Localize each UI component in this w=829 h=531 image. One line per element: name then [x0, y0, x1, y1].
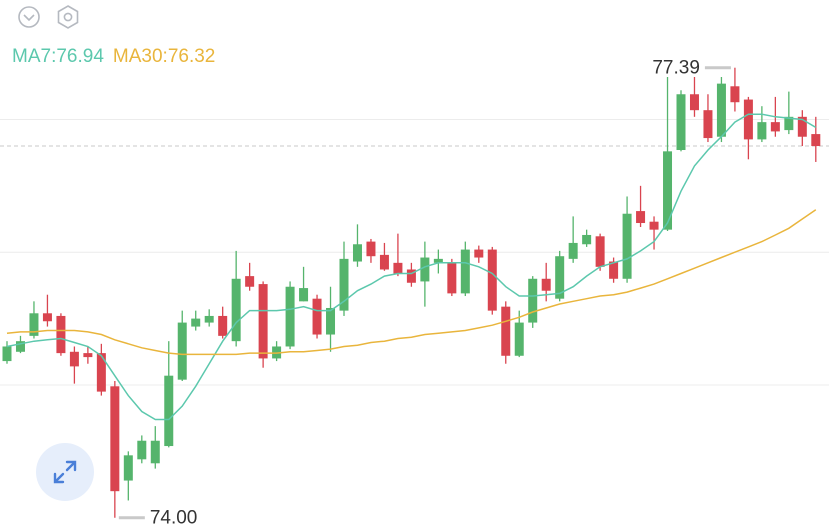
candle-body — [811, 134, 821, 147]
candle-body — [56, 315, 66, 354]
candle-body — [137, 440, 147, 460]
candle-body — [164, 375, 174, 447]
candle-body — [447, 262, 457, 294]
candle-body — [528, 278, 538, 323]
candle-body — [784, 116, 794, 131]
ma-lines-layer — [6, 113, 817, 421]
candle-body — [299, 288, 309, 302]
candle-body — [609, 261, 619, 279]
candle-body — [83, 353, 93, 358]
candle-body — [770, 122, 780, 132]
collapse-button[interactable] — [18, 6, 40, 28]
candle-body — [797, 116, 807, 137]
candle-body — [29, 313, 39, 336]
candle-body — [204, 315, 214, 323]
candle-body — [636, 211, 646, 224]
candle-body — [487, 249, 497, 311]
candle-body — [676, 94, 686, 151]
candle-body — [123, 455, 133, 481]
candle-body — [339, 258, 349, 311]
candle-body — [703, 110, 713, 139]
legend: MA7:76.94 MA30:76.32 — [12, 46, 215, 67]
candle-body — [582, 234, 592, 245]
candle-body — [218, 315, 228, 336]
candles-layer — [2, 67, 821, 518]
expand-button[interactable] — [36, 443, 94, 501]
ma-line — [6, 113, 817, 421]
legend-entry: MA30:76.32 — [113, 46, 215, 67]
settings-button[interactable] — [57, 5, 79, 29]
labels-layer: 77.39 74.00 — [118, 58, 731, 529]
candle-body — [622, 213, 632, 279]
candle-body — [258, 284, 268, 359]
candle-body — [366, 241, 376, 257]
candle-body — [379, 254, 389, 270]
candle-body — [743, 99, 753, 140]
candle-body — [69, 351, 79, 367]
legend-entry: MA7:76.94 — [12, 46, 104, 67]
candle-body — [501, 306, 511, 356]
candle-body — [96, 353, 106, 392]
candle-body — [42, 313, 52, 322]
candle-body — [177, 322, 187, 380]
candle-body — [285, 286, 295, 347]
candle-body — [568, 242, 578, 259]
candle-body — [730, 86, 740, 103]
ma-line — [6, 209, 817, 356]
grid-layer — [0, 118, 829, 386]
candle-body — [393, 262, 403, 274]
candle-body — [514, 322, 524, 356]
candle-body — [150, 440, 160, 464]
candle-body — [406, 269, 416, 283]
candle-body — [326, 307, 336, 335]
candle-body — [474, 249, 484, 258]
candle-body — [420, 257, 430, 282]
candle-body — [541, 278, 551, 291]
candle-body — [433, 258, 443, 263]
candle-body — [2, 346, 12, 362]
candle-body — [663, 151, 673, 230]
candle-body — [689, 94, 699, 111]
candle-body — [460, 249, 470, 294]
extreme-label: 77.39 — [652, 58, 700, 79]
candle-body — [245, 276, 255, 287]
candle-body — [110, 386, 120, 492]
candle-body — [595, 236, 605, 267]
candle-body — [352, 244, 362, 262]
extreme-label: 74.00 — [150, 508, 198, 529]
candle-body — [15, 341, 25, 352]
candle-body — [555, 256, 565, 299]
candle-body — [716, 83, 726, 137]
candle-body — [191, 318, 201, 327]
candle-body — [312, 298, 322, 335]
candle-body — [231, 278, 241, 342]
candle-body — [757, 122, 767, 140]
candle-body — [649, 221, 659, 230]
